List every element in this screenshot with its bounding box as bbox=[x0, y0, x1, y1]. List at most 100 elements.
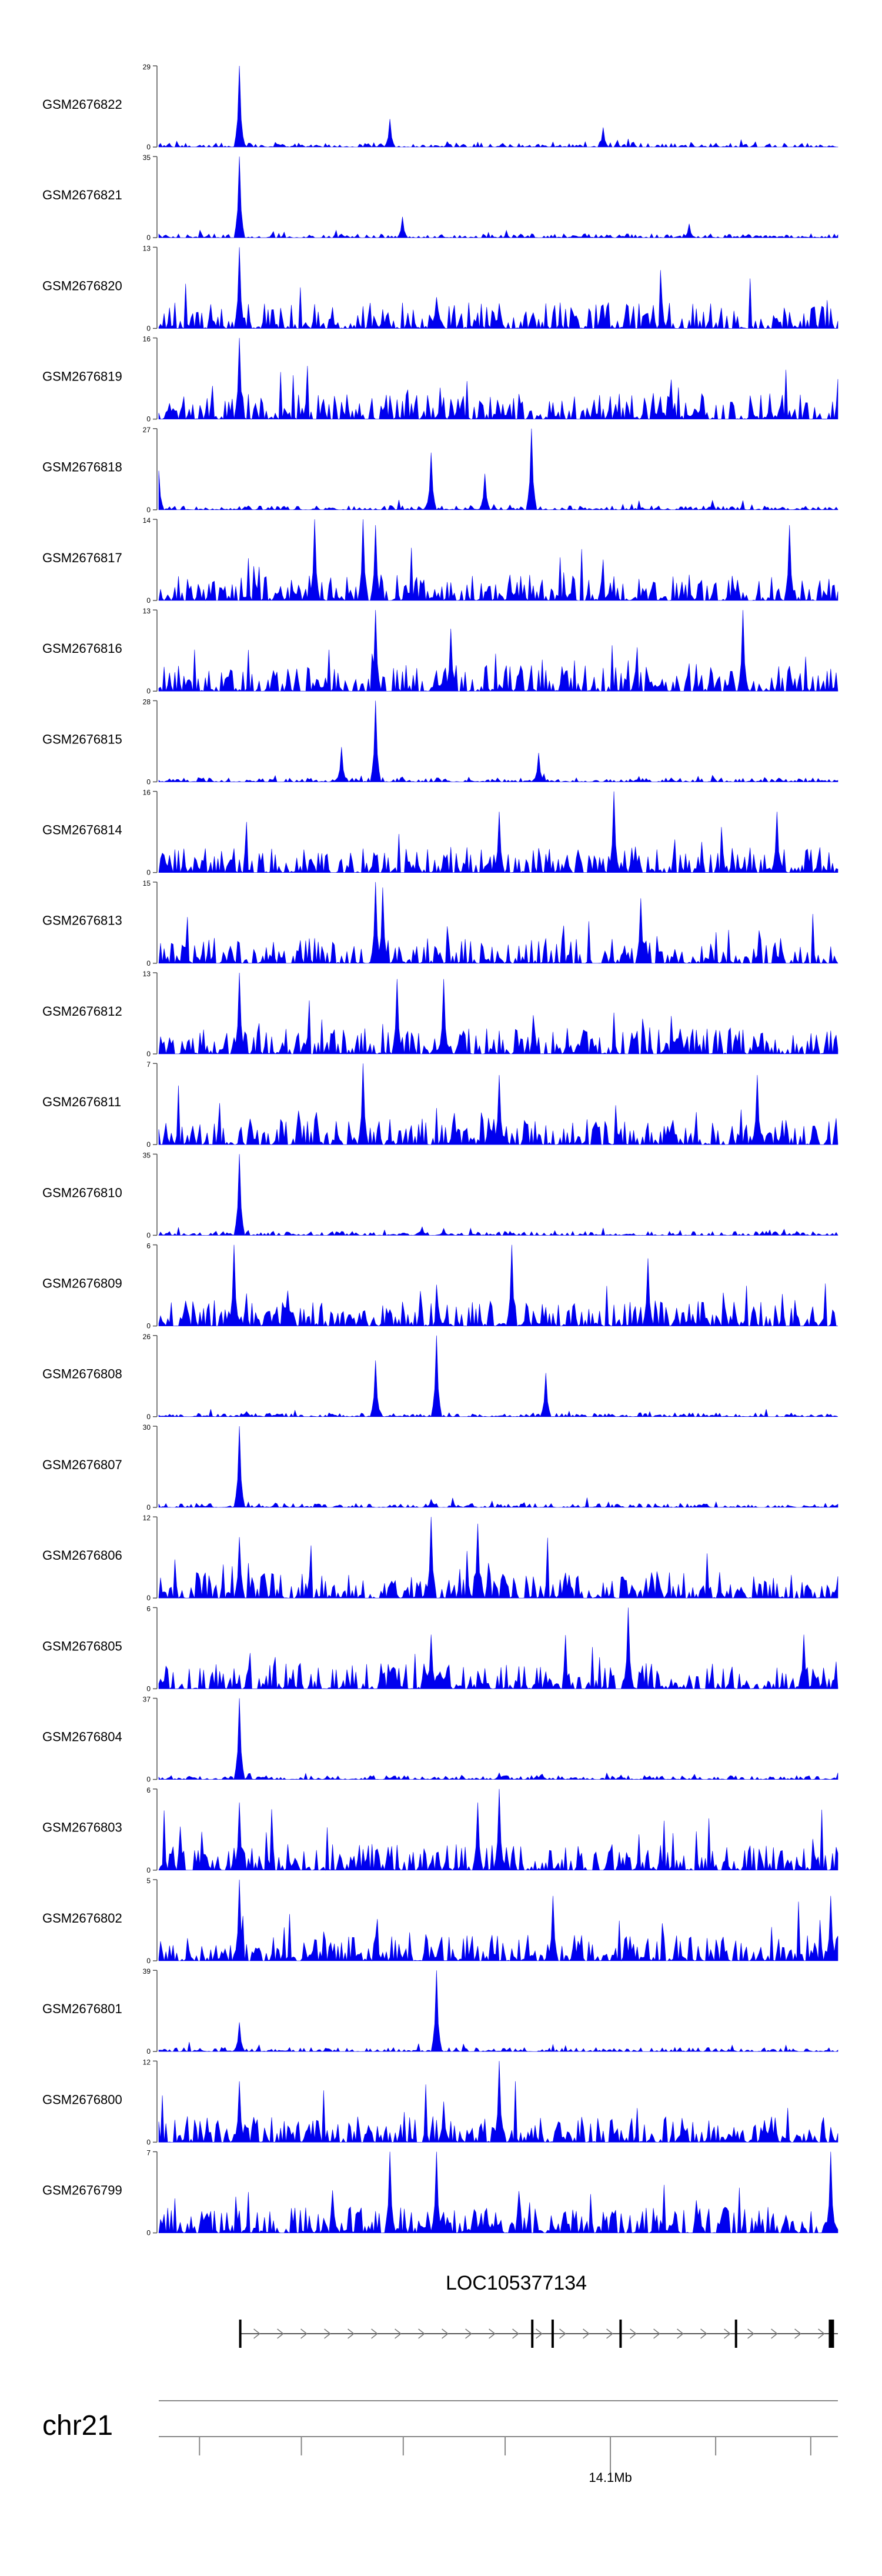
track-ymax-label: 13 bbox=[143, 970, 151, 978]
track-ymin-label: 0 bbox=[146, 1684, 151, 1693]
strand-arrow-icon bbox=[324, 2328, 331, 2339]
strand-arrow-icon bbox=[418, 2328, 425, 2339]
exon-mark bbox=[551, 2320, 554, 2348]
track-label: GSM2676803 bbox=[42, 1820, 122, 1835]
track-ymax-label: 35 bbox=[143, 154, 151, 162]
coverage-area bbox=[158, 1154, 838, 1236]
track-label: GSM2676821 bbox=[42, 188, 122, 202]
track-GSM2676800: GSM2676800 12 0 bbox=[42, 2058, 838, 2146]
coverage-area bbox=[158, 1426, 838, 1508]
track-GSM2676809: GSM2676809 6 0 bbox=[42, 1242, 838, 1330]
strand-arrow-icon bbox=[653, 2328, 660, 2339]
track-ymin-label: 0 bbox=[146, 869, 151, 877]
strand-arrow-icon bbox=[442, 2328, 449, 2339]
strand-arrow-icon bbox=[512, 2328, 519, 2339]
track-label: GSM2676816 bbox=[42, 641, 122, 656]
track-ymin-label: 0 bbox=[146, 2138, 151, 2146]
track-label: GSM2676814 bbox=[42, 822, 122, 837]
exon-mark bbox=[239, 2320, 242, 2348]
track-ymax-label: 29 bbox=[143, 63, 151, 71]
track-label: GSM2676819 bbox=[42, 369, 122, 383]
track-GSM2676816: GSM2676816 13 0 bbox=[42, 607, 838, 695]
track-ymax-label: 13 bbox=[143, 244, 151, 252]
track-ymin-label: 0 bbox=[146, 1322, 151, 1330]
genome-axis-ticks bbox=[199, 2437, 811, 2476]
coverage-area bbox=[158, 247, 838, 329]
track-GSM2676807: GSM2676807 30 0 bbox=[42, 1423, 838, 1511]
track-GSM2676804: GSM2676804 37 0 bbox=[42, 1696, 838, 1784]
track-ymin-label: 0 bbox=[146, 1594, 151, 1602]
track-ymax-label: 28 bbox=[143, 698, 151, 706]
track-ymin-label: 0 bbox=[146, 415, 151, 423]
track-label: GSM2676799 bbox=[42, 2183, 122, 2197]
coverage-area bbox=[158, 972, 838, 1055]
track-label: GSM2676806 bbox=[42, 1548, 122, 1563]
track-label: GSM2676810 bbox=[42, 1185, 122, 1200]
strand-arrow-icon bbox=[606, 2328, 613, 2339]
track-ymax-label: 30 bbox=[143, 1423, 151, 1432]
track-GSM2676802: GSM2676802 5 0 bbox=[42, 1877, 838, 1965]
track-GSM2676810: GSM2676810 35 0 bbox=[42, 1151, 838, 1239]
strand-arrow-icon bbox=[724, 2328, 731, 2339]
track-ymax-label: 6 bbox=[146, 1604, 151, 1613]
track-GSM2676805: GSM2676805 6 0 bbox=[42, 1604, 838, 1693]
strand-arrow-icon bbox=[253, 2328, 260, 2339]
track-label: GSM2676813 bbox=[42, 913, 122, 928]
track-ymin-label: 0 bbox=[146, 1957, 151, 1965]
track-ymin-label: 0 bbox=[146, 959, 151, 967]
track-GSM2676806: GSM2676806 12 0 bbox=[42, 1514, 838, 1602]
strand-arrow-icon bbox=[536, 2328, 543, 2339]
track-GSM2676811: GSM2676811 7 0 bbox=[42, 1060, 838, 1149]
track-ymin-label: 0 bbox=[146, 1140, 151, 1149]
track-label: GSM2676805 bbox=[42, 1639, 122, 1653]
track-ymax-label: 35 bbox=[143, 1151, 151, 1159]
track-label: GSM2676817 bbox=[42, 550, 122, 565]
track-ymax-label: 16 bbox=[143, 335, 151, 343]
track-ymin-label: 0 bbox=[146, 233, 151, 242]
coverage-area bbox=[158, 791, 838, 873]
track-GSM2676820: GSM2676820 13 0 bbox=[42, 244, 838, 332]
strand-arrow-icon bbox=[300, 2328, 308, 2339]
exon-mark bbox=[619, 2320, 622, 2348]
strand-arrow-icon bbox=[700, 2328, 707, 2339]
coverage-area bbox=[158, 1244, 838, 1327]
track-ymax-label: 5 bbox=[146, 1877, 151, 1885]
strand-arrow-icon bbox=[465, 2328, 472, 2339]
exon-mark bbox=[828, 2320, 834, 2348]
coverage-area bbox=[158, 882, 838, 964]
track-ymax-label: 7 bbox=[146, 1060, 151, 1069]
track-GSM2676812: GSM2676812 13 0 bbox=[42, 970, 838, 1058]
track-GSM2676813: GSM2676813 15 0 bbox=[42, 879, 838, 967]
track-GSM2676822: GSM2676822 29 0 bbox=[42, 63, 838, 151]
strand-arrow-icon bbox=[371, 2328, 378, 2339]
strand-arrow-icon bbox=[489, 2328, 496, 2339]
track-ymin-label: 0 bbox=[146, 1503, 151, 1511]
coverage-area bbox=[158, 1335, 838, 1417]
track-ymin-label: 0 bbox=[146, 778, 151, 786]
track-ymax-label: 26 bbox=[143, 1333, 151, 1341]
coverage-area bbox=[158, 65, 838, 148]
strand-arrow-icon bbox=[630, 2328, 637, 2339]
track-ymin-label: 0 bbox=[146, 2229, 151, 2237]
track-ymin-label: 0 bbox=[146, 1776, 151, 1784]
coverage-area bbox=[158, 2151, 838, 2234]
track-GSM2676815: GSM2676815 28 0 bbox=[42, 698, 838, 786]
track-ymax-label: 12 bbox=[143, 2058, 151, 2066]
strand-arrow-icon bbox=[677, 2328, 684, 2339]
track-label: GSM2676820 bbox=[42, 278, 122, 293]
track-ymax-label: 7 bbox=[146, 2149, 151, 2157]
gene-model bbox=[239, 2320, 838, 2348]
track-ymin-label: 0 bbox=[146, 1413, 151, 1421]
strand-arrow-icon bbox=[559, 2328, 566, 2339]
track-GSM2676818: GSM2676818 27 0 bbox=[42, 426, 838, 514]
coverage-area bbox=[158, 338, 838, 420]
track-ymin-label: 0 bbox=[146, 2047, 151, 2056]
track-ymin-label: 0 bbox=[146, 506, 151, 514]
track-ymax-label: 14 bbox=[143, 516, 151, 525]
track-GSM2676821: GSM2676821 35 0 bbox=[42, 154, 838, 242]
coverage-area bbox=[158, 1607, 838, 1690]
track-ymax-label: 6 bbox=[146, 1786, 151, 1794]
coverage-area bbox=[158, 428, 838, 510]
track-label: GSM2676802 bbox=[42, 1911, 122, 1926]
track-label: GSM2676804 bbox=[42, 1729, 122, 1744]
